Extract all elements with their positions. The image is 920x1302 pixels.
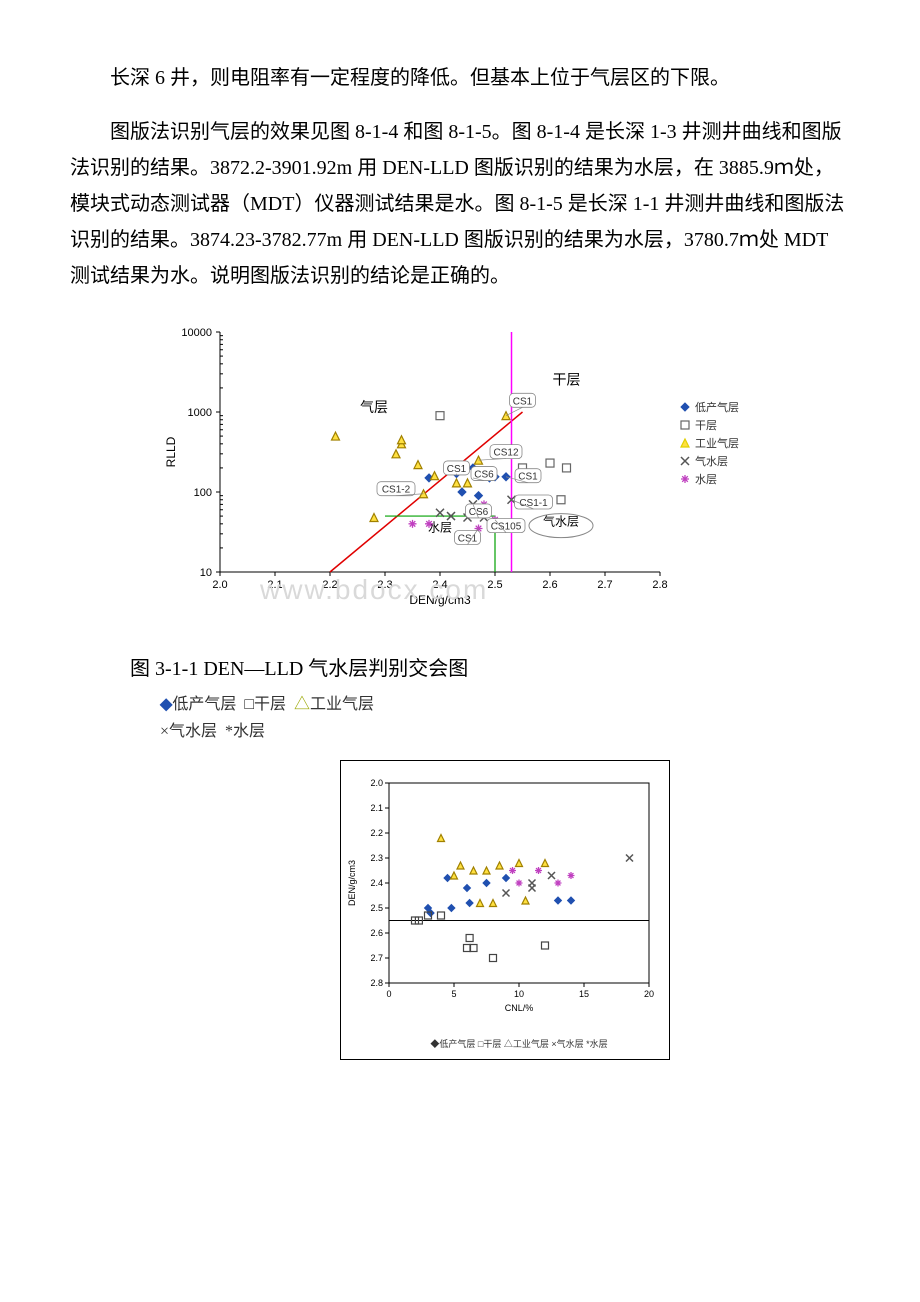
svg-text:水层: 水层 (428, 521, 452, 535)
svg-text:15: 15 (579, 989, 589, 999)
figure-2-external-legend: ◆低产气层 □干层 △工业气层 ×气水层 *水层 (160, 691, 850, 745)
svg-text:DEN/g/cm3: DEN/g/cm3 (347, 860, 357, 906)
svg-text:干层: 干层 (553, 372, 581, 388)
svg-text:2.2: 2.2 (370, 828, 383, 838)
svg-text:CS12: CS12 (493, 448, 518, 459)
svg-text:CS1: CS1 (458, 533, 478, 544)
figure-1: 2.0 2.1 2.2 2.3 2.4 2.5 2.6 2.7 2.8 DEN/g/cm3 10 10… (70, 312, 850, 627)
svg-text:2.1: 2.1 (370, 803, 383, 813)
svg-text:DEN/g/cm3: DEN/g/cm3 (409, 593, 471, 607)
chart-cnl-den: 0 5 10 15 20 CNL/% 2.0 2.1 2.2 2.3 2.4 2.5 2.6 2.7 2.8… (340, 760, 670, 1060)
svg-text:2.6: 2.6 (370, 928, 383, 938)
svg-text:2.8: 2.8 (652, 579, 667, 591)
svg-text:工业气层: 工业气层 (695, 436, 739, 450)
svg-text:CS1-2: CS1-2 (382, 485, 411, 496)
svg-text:RLLD: RLLD (164, 436, 178, 467)
paragraph-1: 长深 6 井，则电阻率有一定程度的降低。但基本上位于气层区的下限。 (70, 60, 850, 96)
svg-text:2.2: 2.2 (322, 579, 337, 591)
svg-text:2.6: 2.6 (542, 579, 557, 591)
svg-text:2.7: 2.7 (597, 579, 612, 591)
svg-text:2.0: 2.0 (370, 778, 383, 788)
svg-text:2.1: 2.1 (267, 579, 282, 591)
svg-text:2.0: 2.0 (212, 579, 227, 591)
paragraph-2: 图版法识别气层的效果见图 8-1-4 和图 8-1-5。图 8-1-4 是长深 … (70, 114, 850, 294)
svg-text:2.4: 2.4 (432, 579, 447, 591)
svg-text:5: 5 (451, 989, 456, 999)
svg-text:2.5: 2.5 (370, 903, 383, 913)
svg-text:2.4: 2.4 (370, 878, 383, 888)
svg-text:2.3: 2.3 (370, 853, 383, 863)
svg-text:CS1: CS1 (447, 464, 467, 475)
figure-2: 0 5 10 15 20 CNL/% 2.0 2.1 2.2 2.3 2.4 2.5 2.6 2.7 2.8… (160, 760, 850, 1060)
svg-text:CNL/%: CNL/% (505, 1003, 534, 1013)
svg-text:低产气层: 低产气层 (695, 400, 739, 414)
svg-text:0: 0 (386, 989, 391, 999)
svg-text:2.3: 2.3 (377, 579, 392, 591)
svg-text:气水层: 气水层 (543, 514, 579, 529)
svg-text:10: 10 (514, 989, 524, 999)
chart-den-lld: 2.0 2.1 2.2 2.3 2.4 2.5 2.6 2.7 2.8 DEN/g/cm3 10 10… (140, 312, 780, 622)
svg-text:CS1-1: CS1-1 (519, 498, 548, 509)
svg-text:CS1: CS1 (513, 396, 533, 407)
svg-text:100: 100 (194, 487, 212, 499)
svg-text:10: 10 (200, 567, 212, 579)
svg-text:气水层: 气水层 (695, 454, 728, 468)
svg-text:气层: 气层 (360, 399, 388, 415)
svg-text:10000: 10000 (181, 327, 212, 339)
svg-text:1000: 1000 (188, 407, 212, 419)
svg-text:水层: 水层 (695, 473, 717, 486)
svg-text:2.5: 2.5 (487, 579, 502, 591)
svg-text:2.7: 2.7 (370, 953, 383, 963)
svg-text:干层: 干层 (695, 419, 717, 432)
svg-text:◆低产气层 □干层 △工业气层 ×气水层 *水层: ◆低产气层 □干层 △工业气层 ×气水层 *水层 (430, 1038, 607, 1049)
svg-text:CS105: CS105 (491, 522, 522, 533)
svg-text:20: 20 (644, 989, 654, 999)
svg-text:CS6: CS6 (469, 507, 489, 518)
svg-text:2.8: 2.8 (370, 978, 383, 988)
figure-1-caption: 图 3-1-1 DEN—LLD 气水层判别交会图 (70, 652, 850, 681)
